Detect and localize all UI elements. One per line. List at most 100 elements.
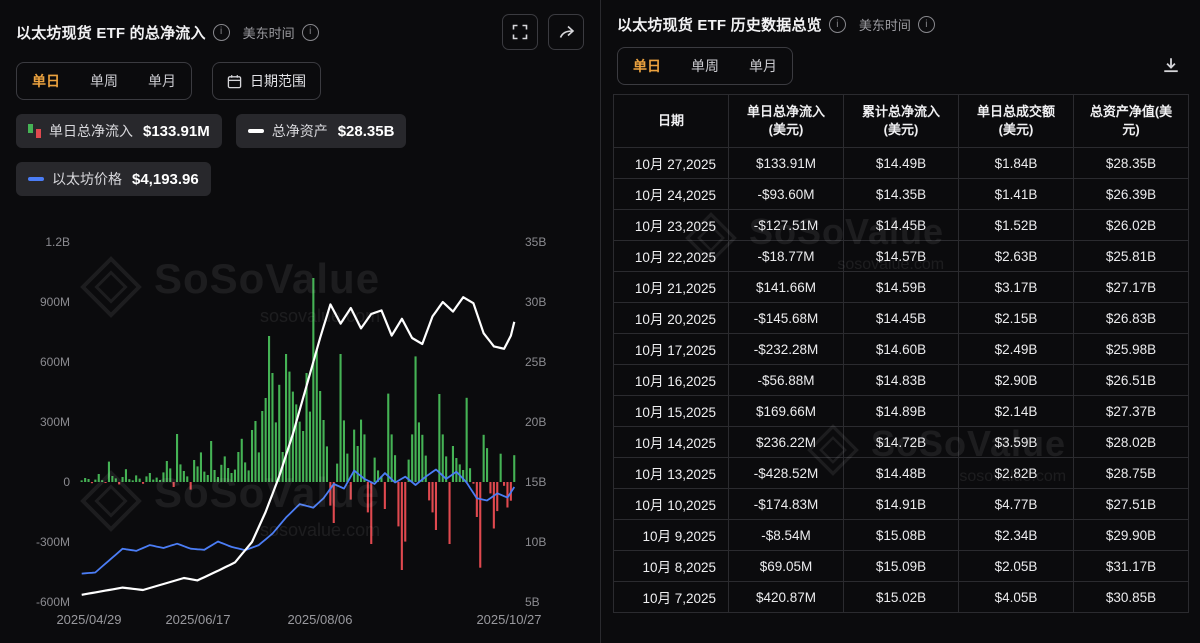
- right-axis-tick: 20B: [525, 415, 546, 429]
- timezone-label: 美东时间: [858, 18, 911, 33]
- download-icon: [1164, 57, 1178, 72]
- x-axis-tick: 2025/10/27: [476, 612, 541, 627]
- column-header: 日期: [613, 93, 729, 149]
- cumulative-inflow-cell: $15.02B: [843, 581, 959, 614]
- nav-cell: $27.51B: [1073, 488, 1189, 521]
- daily-inflow-cell: -$428.52M: [728, 457, 844, 490]
- table-row: 10月 9,2025 -$8.54M $15.08B $2.34B $29.90B: [613, 519, 1189, 552]
- left-panel-header: 以太坊现货 ETF 的总净流入 i 美东时间 i: [0, 0, 600, 50]
- nav-cell: $27.17B: [1073, 271, 1189, 304]
- right-axis-tick: 25B: [525, 355, 546, 369]
- white-line-legend-icon: [247, 129, 264, 133]
- history-table: 日期 单日总净流入 (美元) 累计总净流入 (美元) 单日总成交额 (美元) 总资产净值(美元…: [613, 93, 1189, 614]
- right-period-tabs: 单日 单周 单月: [617, 47, 793, 85]
- column-header: 单日总成交额 (美元): [958, 93, 1074, 149]
- volume-cell: $4.05B: [958, 581, 1074, 614]
- net-assets-line: [81, 296, 516, 596]
- nav-cell: $26.83B: [1073, 302, 1189, 335]
- cumulative-inflow-cell: $14.57B: [843, 240, 959, 273]
- cumulative-inflow-cell: $15.08B: [843, 519, 959, 552]
- right-axis-tick: 30B: [525, 295, 546, 309]
- column-header: 总资产净值(美 元): [1073, 93, 1189, 149]
- table-row: 10月 15,2025 $169.66M $14.89B $2.14B $27.37B: [613, 395, 1189, 428]
- left-axis-tick: 1.2B: [45, 235, 70, 249]
- blue-line-legend-icon: [28, 177, 44, 181]
- cumulative-inflow-cell: $14.35B: [843, 178, 959, 211]
- info-icon[interactable]: i: [212, 23, 230, 41]
- x-axis-tick: 2025/08/06: [287, 612, 352, 627]
- share-icon: [559, 25, 574, 38]
- volume-cell: $3.17B: [958, 271, 1074, 304]
- right-panel-header: 以太坊现货 ETF 历史数据总览 i 美东时间 i: [601, 0, 1200, 35]
- legend-net-assets-label: 总净资产: [271, 123, 328, 139]
- share-button[interactable]: [548, 14, 584, 50]
- timezone-label: 美东时间: [242, 25, 295, 41]
- left-controls-row: 单日 单周 单月 日期范围: [0, 62, 600, 100]
- nav-cell: $26.51B: [1073, 364, 1189, 397]
- daily-inflow-cell: -$174.83M: [728, 488, 844, 521]
- left-axis-tick: 900M: [40, 295, 70, 309]
- nav-cell: $28.75B: [1073, 457, 1189, 490]
- daily-inflow-cell: $236.22M: [728, 426, 844, 459]
- volume-cell: $2.90B: [958, 364, 1074, 397]
- tab-单月[interactable]: 单月: [749, 58, 777, 74]
- column-header: 单日总净流入 (美元): [728, 93, 844, 149]
- cumulative-inflow-cell: $14.60B: [843, 333, 959, 366]
- table-row: 10月 24,2025 -$93.60M $14.35B $1.41B $26.39B: [613, 178, 1189, 211]
- date-cell: 10月 10,2025: [613, 488, 729, 521]
- legend-net-assets: 总净资产 $28.35B: [235, 114, 407, 148]
- table-row: 10月 7,2025 $420.87M $15.02B $4.05B $30.85B: [613, 581, 1189, 614]
- table-row: 10月 17,2025 -$232.28M $14.60B $2.49B $25.98B: [613, 333, 1189, 366]
- date-cell: 10月 9,2025: [613, 519, 729, 552]
- nav-cell: $28.35B: [1073, 147, 1189, 180]
- date-cell: 10月 22,2025: [613, 240, 729, 273]
- volume-cell: $2.63B: [958, 240, 1074, 273]
- right-controls-row: 单日 单周 单月: [601, 47, 1200, 85]
- legend-daily-inflow: 单日总净流入 $133.91M: [16, 114, 222, 148]
- info-icon[interactable]: i: [828, 16, 846, 33]
- right-axis-tick: 10B: [525, 535, 546, 549]
- nav-cell: $26.39B: [1073, 178, 1189, 211]
- calendar-icon: [227, 74, 242, 88]
- cumulative-inflow-cell: $14.45B: [843, 209, 959, 242]
- right-axis-tick: 35B: [525, 235, 546, 249]
- date-cell: 10月 21,2025: [613, 271, 729, 304]
- info-icon[interactable]: i: [917, 16, 935, 33]
- daily-inflow-cell: -$18.77M: [728, 240, 844, 273]
- legend-eth-price: 以太坊价格 $4,193.96: [16, 162, 211, 196]
- tab-单周[interactable]: 单周: [691, 58, 719, 74]
- history-table-head: 日期 单日总净流入 (美元) 累计总净流入 (美元) 单日总成交额 (美元) 总资产净值(美元…: [613, 93, 1189, 149]
- nav-cell: $27.37B: [1073, 395, 1189, 428]
- nav-cell: $25.81B: [1073, 240, 1189, 273]
- volume-cell: $3.59B: [958, 426, 1074, 459]
- legend-eth-price-value: $4,193.96: [132, 170, 199, 188]
- nav-cell: $26.02B: [1073, 209, 1189, 242]
- volume-cell: $2.14B: [958, 395, 1074, 428]
- nav-cell: $25.98B: [1073, 333, 1189, 366]
- info-icon[interactable]: i: [301, 23, 319, 41]
- table-row: 10月 21,2025 $141.66M $14.59B $3.17B $27.17B: [613, 271, 1189, 304]
- volume-cell: $2.82B: [958, 457, 1074, 490]
- table-row: 10月 23,2025 -$127.51M $14.45B $1.52B $26.02B: [613, 209, 1189, 242]
- left-axis-tick: -300M: [36, 535, 70, 549]
- legend-eth-price-label: 以太坊价格: [52, 171, 122, 187]
- daily-inflow-cell: $141.66M: [728, 271, 844, 304]
- download-button[interactable]: [1158, 52, 1184, 81]
- table-row: 10月 27,2025 $133.91M $14.49B $1.84B $28.35B: [613, 147, 1189, 180]
- cumulative-inflow-cell: $14.91B: [843, 488, 959, 521]
- tab-单周[interactable]: 单周: [90, 73, 118, 89]
- tab-单日[interactable]: 单日: [633, 58, 661, 74]
- left-axis-tick: 0: [63, 475, 70, 489]
- tab-单月[interactable]: 单月: [148, 73, 176, 89]
- table-row: 10月 20,2025 -$145.68M $14.45B $2.15B $26.83B: [613, 302, 1189, 335]
- date-cell: 10月 14,2025: [613, 426, 729, 459]
- volume-cell: $2.05B: [958, 550, 1074, 583]
- date-range-button[interactable]: 日期范围: [212, 62, 321, 100]
- tab-单日[interactable]: 单日: [32, 73, 60, 89]
- date-cell: 10月 27,2025: [613, 147, 729, 180]
- date-cell: 10月 13,2025: [613, 457, 729, 490]
- fullscreen-button[interactable]: [502, 14, 538, 50]
- column-header: 累计总净流入 (美元): [843, 93, 959, 149]
- table-row: 10月 13,2025 -$428.52M $14.48B $2.82B $28.75B: [613, 457, 1189, 490]
